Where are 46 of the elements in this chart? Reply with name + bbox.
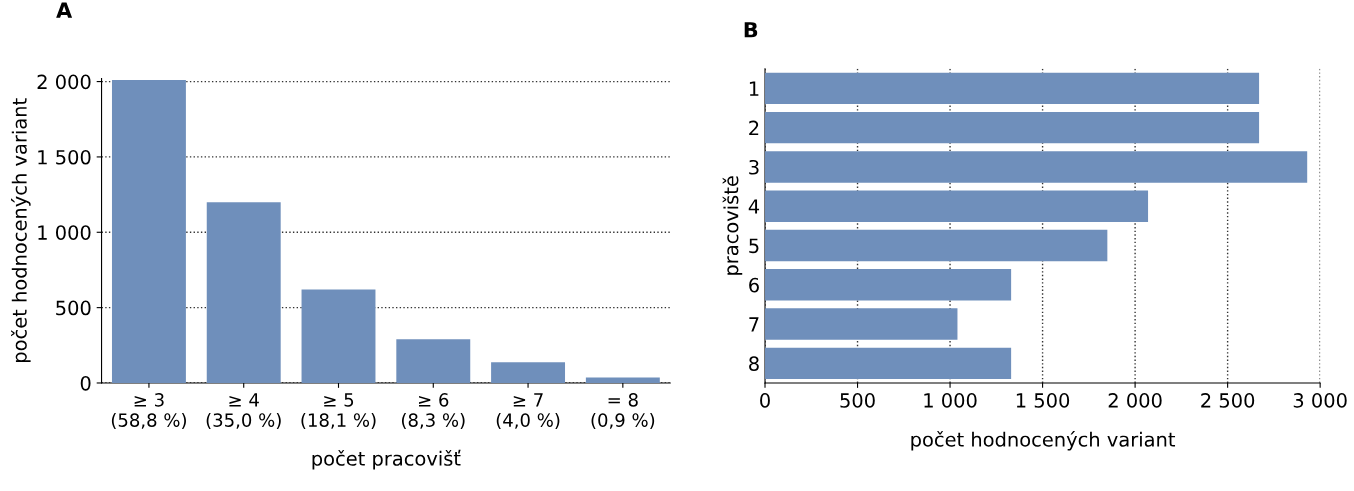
x-tick-label: = 8 (0,9 %) <box>591 393 655 430</box>
x-tick-label: 2 000 <box>1108 393 1162 408</box>
bar <box>765 111 1260 144</box>
chart-title: A <box>56 2 73 18</box>
y-tick-label: 5 <box>749 238 759 254</box>
bar <box>765 269 1012 301</box>
x-axis-title: počet pracovišť <box>312 449 461 470</box>
bar <box>765 190 1149 222</box>
y-tick-label: 1 000 <box>38 225 91 240</box>
bar <box>491 362 566 383</box>
chart-title: B <box>744 22 758 38</box>
x-tick-label: 3 000 <box>1293 393 1347 408</box>
x-tick-label: ≥ 6 (8,3 %) <box>401 393 465 430</box>
bar <box>206 202 281 383</box>
x-tick-label: ≥ 3 (58,8 %) <box>111 393 186 430</box>
y-axis-title: pracoviště <box>722 176 743 275</box>
x-tick-label: ≥ 5 (18,1 %) <box>301 393 376 430</box>
x-tick-label: ≥ 7 (4,0 %) <box>496 393 560 430</box>
y-tick-label: 500 <box>56 300 91 316</box>
bar <box>765 347 1012 380</box>
y-tick-label: 3 <box>749 159 759 175</box>
x-tick-label: 500 <box>840 393 875 408</box>
bar <box>111 80 186 383</box>
x-tick-label: 1 500 <box>1016 393 1070 408</box>
y-tick-label: 2 000 <box>37 74 91 90</box>
y-tick-label: 8 <box>749 356 759 371</box>
y-tick-label: 7 <box>749 317 759 332</box>
y-tick-label: 2 <box>749 120 759 136</box>
x-tick-label: 1 000 <box>924 393 977 408</box>
y-tick-label: 4 <box>748 199 760 214</box>
y-tick-label: 6 <box>749 277 759 293</box>
bar <box>765 308 958 340</box>
y-tick-label: 0 <box>80 375 91 391</box>
y-axis-title: počet hodnocených variant <box>11 98 31 362</box>
bar <box>765 229 1108 262</box>
bar <box>585 377 660 383</box>
x-axis-title: počet hodnocených variant <box>911 430 1176 451</box>
bar <box>396 339 471 383</box>
y-tick-label: 1 500 <box>38 149 91 165</box>
bar <box>765 72 1260 105</box>
x-tick-label: 0 <box>760 393 770 408</box>
y-tick-label: 1 <box>749 81 759 96</box>
x-tick-label: 2 500 <box>1201 393 1255 408</box>
bar <box>765 151 1308 183</box>
x-tick-label: ≥ 4 (35,0 %) <box>206 393 281 430</box>
bar <box>301 289 376 383</box>
